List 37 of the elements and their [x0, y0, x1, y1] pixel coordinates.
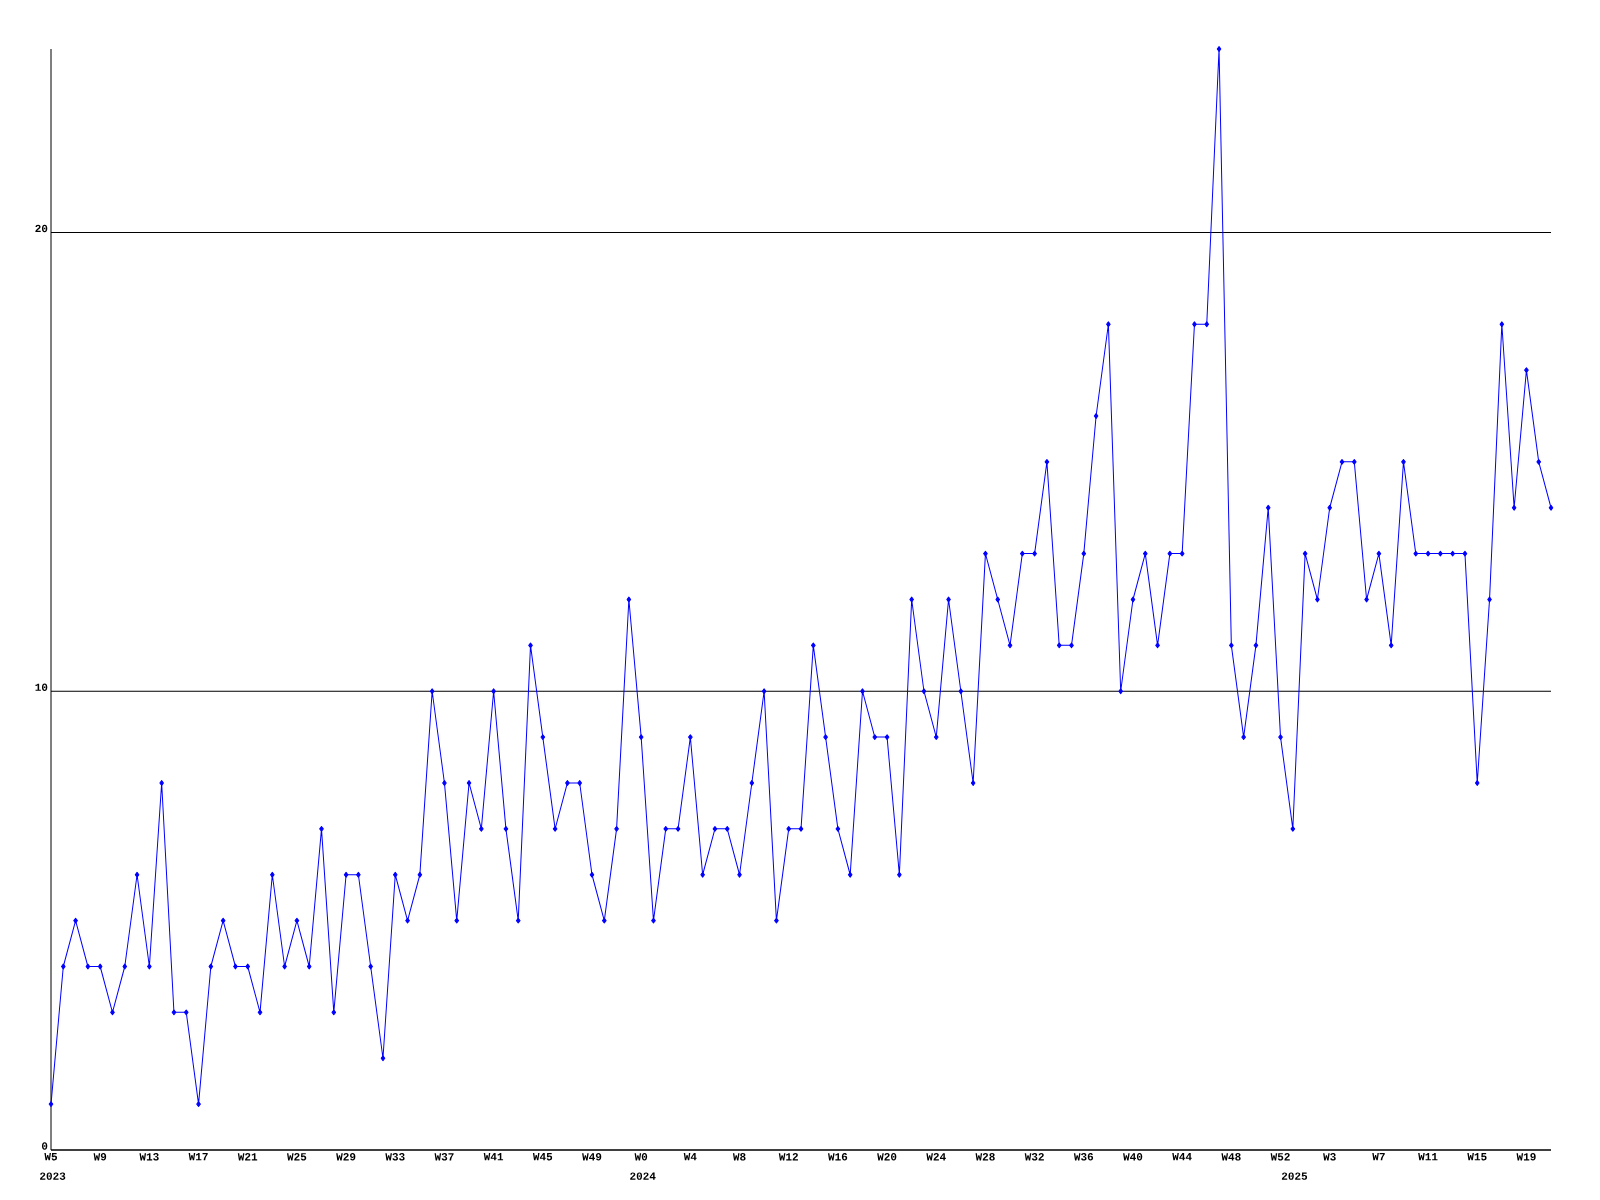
x-tick-label: W16 — [827, 1153, 848, 1161]
x-tick-label: W36 — [1073, 1153, 1094, 1161]
x-tick-label: W9 — [93, 1153, 107, 1161]
x-tick-label: W41 — [483, 1153, 504, 1161]
x-tick-label: W12 — [778, 1153, 798, 1161]
y-tick-label: 20 — [35, 224, 48, 233]
x-tick-label: W19 — [1516, 1153, 1536, 1161]
x-tick-label: W29 — [336, 1153, 356, 1161]
x-tick-label: W44 — [1172, 1153, 1192, 1161]
x-tick-label: W24 — [926, 1153, 946, 1161]
text: 2024 — [630, 1172, 656, 1180]
x-tick-label: W28 — [975, 1153, 995, 1161]
x-tick-label: W49 — [582, 1153, 602, 1161]
x-tick-label: W5 — [44, 1153, 58, 1161]
x-tick-label: W4 — [683, 1153, 697, 1161]
text: 2025 — [1281, 1172, 1308, 1180]
y-tick-label: 10 — [35, 683, 48, 691]
x-tick-label: W15 — [1467, 1153, 1487, 1161]
x-tick-label: W52 — [1270, 1153, 1290, 1161]
x-tick-label: W32 — [1024, 1153, 1044, 1161]
x-tick-label: W33 — [385, 1153, 405, 1161]
x-tick-label: W3 — [1323, 1153, 1336, 1161]
x-tick-label: W21 — [237, 1153, 258, 1161]
x-tick-label: W17 — [188, 1153, 208, 1161]
y-tick-label: 0 — [41, 1142, 48, 1150]
x-tick-label: W11 — [1418, 1153, 1438, 1161]
x-tick-label: W40 — [1123, 1153, 1143, 1161]
x-tick-label: W20 — [877, 1153, 897, 1161]
x-tick-label: W8 — [732, 1153, 746, 1161]
x-tick-label: W13 — [139, 1153, 159, 1161]
x-tick-label: W0 — [634, 1153, 648, 1161]
x-tick-label: W45 — [532, 1153, 553, 1161]
text: 2023 — [40, 1172, 66, 1180]
x-tick-label: W48 — [1221, 1153, 1241, 1161]
x-tick-label: W7 — [1372, 1153, 1385, 1161]
x-tick-label: W25 — [287, 1153, 307, 1161]
x-tick-label: W37 — [434, 1153, 454, 1161]
